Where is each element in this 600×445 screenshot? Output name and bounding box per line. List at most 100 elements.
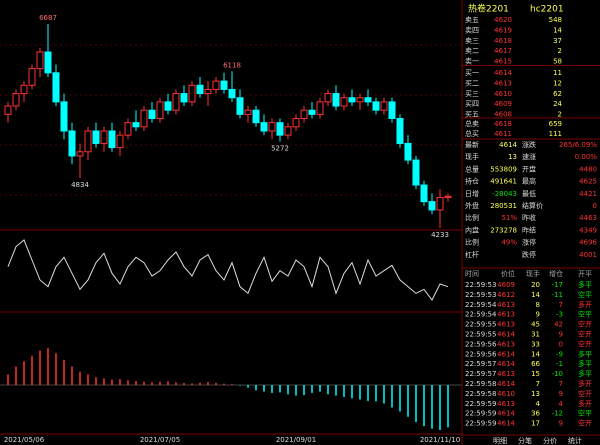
stat-label: 外盘 [465,201,479,210]
tick-cell: 4614 [497,410,515,418]
tick-cell: -9 [556,350,563,358]
stat-value: -28043 [492,190,517,198]
stat-value: 553809 [490,165,517,173]
tab[interactable]: 分价 [543,436,557,445]
tick-cell: 17 [531,420,540,428]
stat-label: 比例 [465,213,479,222]
tick-cell: 4614 [497,380,515,388]
stat-value: 4349 [579,226,597,234]
candle-body [124,122,132,136]
stat-label: 最低 [522,189,536,198]
book-price: 4617 [494,47,512,55]
tick-cell: 9 [559,390,563,398]
candle-body [260,122,268,132]
price-annotation: 5272 [271,145,289,153]
candle-body [332,93,340,107]
candle-body [404,142,412,161]
candle-body [308,109,316,115]
tick-cell: 8 [536,301,540,309]
tick-cell: 9 [536,311,540,319]
tick-cell: -11 [552,291,563,299]
book-label: 买三 [465,90,479,98]
tick-cell: 22:59:53 [465,281,496,289]
stat-label: 最新 [465,140,479,149]
x-date-label: 2021/05/06 [4,436,45,444]
tick-cell: 20 [531,281,540,289]
tick-cell: 22:59:59 [465,420,496,428]
book-price: 4614 [494,69,512,77]
stat-label: 日增 [465,189,479,198]
tick-cell: 22:59:55 [465,331,496,339]
tick-cell: 4614 [497,331,515,339]
tick-cell: 9 [559,331,563,339]
stat-label: 昨收 [522,213,536,222]
contract-name: 热卷2201 [468,3,509,15]
book-label: 买二 [465,79,479,87]
book-label: 卖二 [465,47,479,55]
oscillator-line [7,239,449,301]
tick-cell: 多开 [578,300,592,309]
tick-cell: 4614 [497,350,515,358]
candle-body [148,109,156,120]
stat-value: 49% [501,239,517,247]
tick-cell: 22:59:54 [465,311,497,319]
tick-cell: 13 [531,390,540,398]
tick-cell: 22:59:55 [465,321,496,329]
total-price: 4611 [494,130,512,138]
candle-body [100,130,108,144]
book-volume: 58 [553,58,562,66]
tick-header: 现手 [526,269,540,278]
candle-body [212,80,220,90]
stat-value: 265/6.09% [559,141,597,149]
tick-cell: 14 [531,350,540,358]
book-volume: 548 [549,16,562,24]
price-annotation: 6118 [223,61,241,69]
candle-body [284,126,292,136]
tick-cell: 22:59:54 [465,301,497,309]
candle-body [180,93,188,103]
tick-cell: 空平 [578,290,592,299]
price-annotation: 6687 [39,14,57,22]
candle-body [172,93,180,111]
stat-value: 4480 [579,165,597,173]
total-price: 4618 [494,120,512,128]
candle-body [188,84,196,103]
tick-cell: 22:59:53 [465,291,496,299]
tick-cell: 空平 [578,310,592,319]
stat-label: 昨结 [522,225,536,234]
price-annotation: 4233 [431,231,449,239]
candle-body [132,122,140,128]
book-price: 4609 [494,100,512,108]
tick-cell: 45 [531,321,540,329]
stat-label: 跌停 [522,250,536,259]
tick-cell: -10 [552,370,563,378]
tick-cell: 4613 [497,400,515,408]
stat-value: 4463 [579,214,597,222]
tab[interactable]: 明细 [493,436,507,445]
tick-cell: 多开 [578,399,592,408]
tick-cell: 空开 [578,419,592,428]
candle-body [60,101,68,132]
candle-body [428,201,436,211]
tick-cell: 空开 [578,320,592,329]
tick-header: 时间 [465,269,479,278]
candle-body [116,134,124,149]
candle-body [364,97,372,103]
candle-body [436,196,444,211]
tick-cell: 多平 [578,359,592,368]
stat-value: 4696 [579,239,597,247]
tick-cell: 22:59:59 [465,400,496,408]
book-price: 4620 [494,16,512,24]
tick-cell: 多开 [578,379,592,388]
stat-label: 总量 [465,164,479,173]
stat-label: 开盘 [522,164,536,173]
tab[interactable]: 分笔 [518,436,532,445]
tab[interactable]: 统计 [568,436,582,445]
stat-value: 51% [501,214,517,222]
tick-cell: 9 [559,420,563,428]
stat-value: 4421 [579,190,597,198]
tick-cell: 4 [536,400,541,408]
book-volume: 2 [558,47,562,55]
stat-value: 273278 [490,226,517,234]
contract-code: hc2201 [530,5,564,15]
